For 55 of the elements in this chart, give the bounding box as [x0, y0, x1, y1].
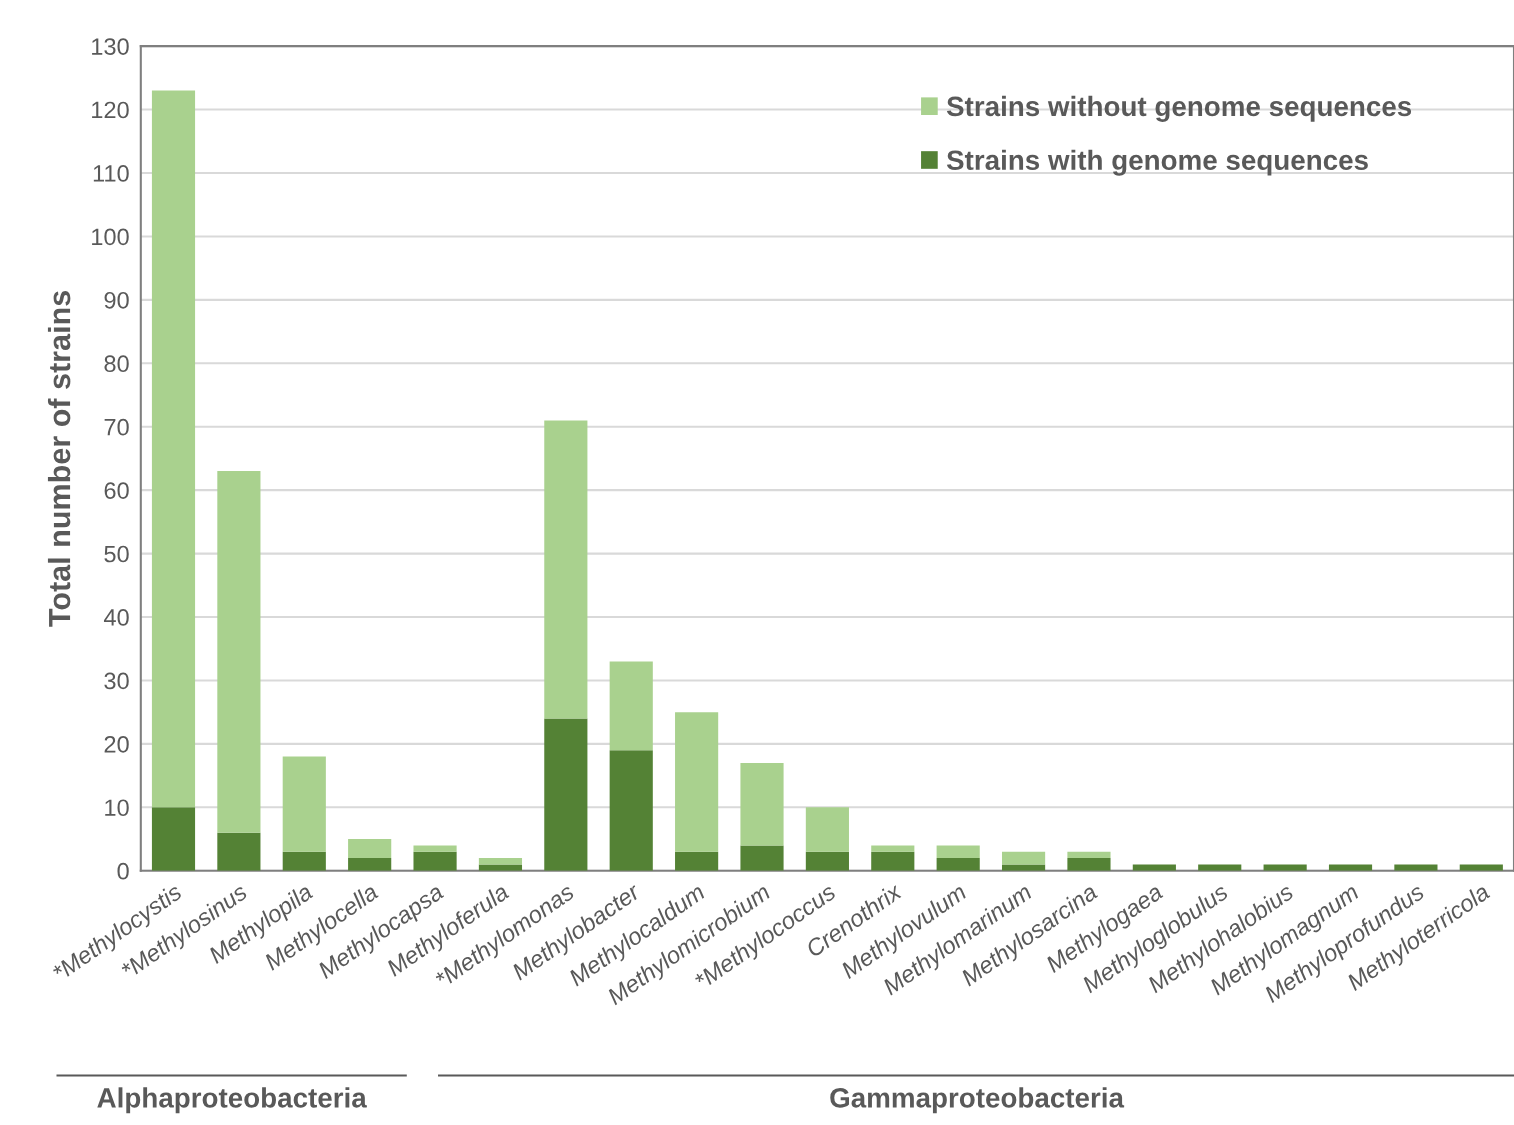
- bar: [675, 712, 719, 852]
- bar: [609, 750, 653, 871]
- bar: [1067, 851, 1111, 859]
- y-tick-label: 70: [104, 418, 129, 436]
- bar: [871, 845, 915, 852]
- bar: [544, 718, 588, 871]
- bar: [348, 839, 392, 859]
- y-tick-label: 20: [104, 735, 129, 753]
- bar: [1328, 864, 1373, 871]
- bar: [936, 858, 980, 871]
- bar: [217, 832, 261, 871]
- y-tick-label: 10: [105, 799, 129, 817]
- y-tick-label: 0: [117, 862, 129, 880]
- y-tick-label: 120: [92, 101, 129, 119]
- bar: [805, 851, 849, 871]
- y-tick-label: 50: [104, 545, 129, 563]
- bar: [348, 858, 392, 871]
- bar: [1263, 864, 1307, 871]
- y-tick-label: 100: [92, 228, 129, 246]
- bar: [1067, 858, 1111, 871]
- y-tick-label: 30: [104, 672, 129, 690]
- bar: [217, 471, 261, 833]
- bar: [413, 851, 457, 871]
- bar: [609, 661, 653, 751]
- bar: [544, 420, 588, 719]
- y-tick-label: 130: [92, 38, 129, 55]
- y-tick-label: 90: [104, 291, 129, 309]
- bar: [1459, 864, 1503, 871]
- bar: [151, 90, 196, 808]
- bar: [413, 845, 457, 852]
- bar: [478, 864, 523, 871]
- y-tick-label: 80: [104, 355, 129, 373]
- text: Gammaproteobacteria: [830, 1087, 1125, 1114]
- bar: [1198, 864, 1242, 871]
- bar: [282, 851, 326, 871]
- bar: [740, 762, 784, 846]
- text: Alphaproteobacteria: [97, 1087, 367, 1114]
- bar: [1394, 864, 1438, 871]
- legend-label: Strains with genome sequences: [946, 149, 1368, 176]
- bar: [1132, 864, 1176, 871]
- y-tick-label: 60: [104, 482, 129, 499]
- bar: [675, 851, 719, 871]
- bar: [740, 845, 784, 871]
- y-axis-title: Total number of strains: [47, 291, 71, 627]
- bar: [478, 858, 523, 865]
- y-tick-label: 40: [103, 609, 129, 626]
- bar: [871, 851, 915, 871]
- legend-label: Strains without genome sequences: [946, 95, 1412, 122]
- bar: [282, 756, 326, 852]
- bar: [805, 807, 849, 852]
- bar: [151, 807, 196, 871]
- bar: [1001, 864, 1046, 871]
- bar: [1001, 851, 1046, 865]
- y-tick-label: 110: [93, 165, 129, 182]
- bar: [936, 845, 980, 859]
